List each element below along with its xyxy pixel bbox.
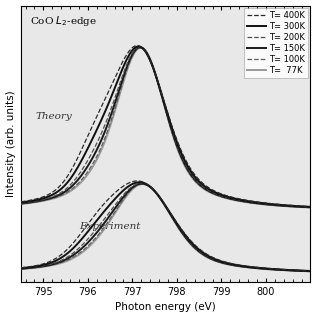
Text: CoO $L_2$-edge: CoO $L_2$-edge (30, 14, 97, 28)
Text: Theory: Theory (36, 112, 72, 121)
Y-axis label: Intensity (arb. units): Intensity (arb. units) (6, 91, 15, 197)
X-axis label: Photon energy (eV): Photon energy (eV) (115, 302, 216, 313)
Text: Experiment: Experiment (79, 222, 140, 231)
Legend: T= 400K, T= 300K, T= 200K, T= 150K, T= 100K, T=  77K: T= 400K, T= 300K, T= 200K, T= 150K, T= 1… (245, 8, 308, 78)
